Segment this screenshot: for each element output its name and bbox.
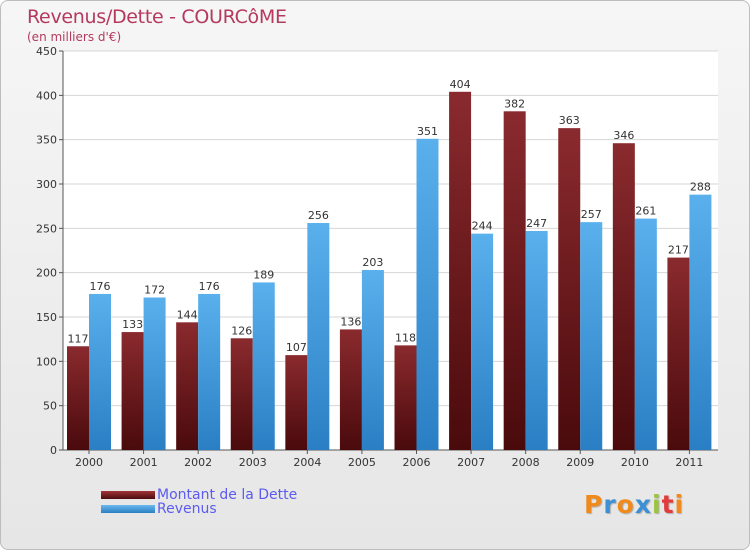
bar-debt	[121, 332, 144, 450]
bar-revenue	[525, 230, 548, 450]
bar-debt	[230, 338, 253, 450]
logo-letter: x	[634, 490, 652, 519]
legend-swatch-revenue	[101, 505, 155, 513]
bar-revenue	[307, 223, 330, 450]
data-label-revenue: 244	[472, 220, 493, 233]
x-tick-label: 2003	[239, 456, 267, 469]
data-label-debt: 382	[504, 97, 525, 110]
bar-debt	[176, 322, 199, 450]
chart-subtitle: (en milliers d'€)	[27, 30, 122, 44]
y-tick-label: 250	[36, 222, 57, 235]
bar-debt	[612, 143, 635, 451]
x-tick-label: 2005	[348, 456, 376, 469]
data-label-revenue: 176	[90, 280, 111, 293]
bar-debt	[394, 345, 417, 450]
legend-item-debt: Montant de la Dette	[101, 487, 298, 503]
data-label-debt: 136	[340, 315, 361, 328]
legend-label-debt: Montant de la Dette	[157, 487, 298, 503]
bar-revenue	[143, 297, 166, 450]
y-tick-label: 300	[36, 178, 57, 191]
x-tick-label: 2001	[130, 456, 158, 469]
logo-letter: t	[661, 490, 675, 519]
logo-letter: o	[616, 490, 635, 519]
bar-debt	[67, 346, 89, 450]
x-tick-label: 2010	[621, 456, 649, 469]
bar-debt	[558, 128, 581, 450]
logo-letter: r	[603, 490, 617, 519]
data-label-revenue: 247	[526, 217, 547, 230]
data-label-revenue: 203	[362, 256, 383, 269]
x-tick-label: 2007	[457, 456, 485, 469]
data-label-debt: 144	[177, 308, 198, 321]
bar-revenue	[689, 194, 712, 450]
bar-debt	[503, 111, 526, 450]
data-label-debt: 117	[68, 332, 89, 345]
data-label-revenue: 189	[253, 268, 274, 281]
y-tick-label: 100	[36, 355, 57, 368]
data-label-revenue: 261	[635, 205, 656, 218]
bar-revenue	[198, 293, 221, 450]
y-tick-label: 0	[50, 444, 57, 457]
bar-revenue	[89, 293, 111, 450]
bar-revenue	[471, 233, 494, 450]
y-tick-label: 50	[43, 400, 57, 413]
legend-label-revenue: Revenus	[157, 501, 217, 517]
x-tick-label: 2011	[675, 456, 703, 469]
y-tick-label: 200	[36, 267, 57, 280]
y-tick-label: 400	[36, 89, 57, 102]
bar-debt	[449, 91, 472, 450]
bar-revenue	[361, 270, 384, 450]
legend-swatch-debt	[101, 491, 155, 499]
y-tick-label: 450	[36, 45, 57, 58]
logo-letter: P	[584, 490, 604, 519]
bar-debt	[339, 329, 362, 450]
legend-item-revenue: Revenus	[101, 501, 217, 517]
x-tick-label: 2004	[293, 456, 321, 469]
data-label-revenue: 257	[581, 208, 602, 221]
bar-revenue	[634, 218, 657, 450]
data-label-debt: 118	[395, 331, 416, 344]
bar-debt	[285, 355, 308, 450]
y-tick-label: 150	[36, 311, 57, 324]
data-label-revenue: 172	[144, 283, 165, 296]
data-label-debt: 133	[122, 318, 143, 331]
data-label-revenue: 288	[690, 181, 711, 194]
data-label-debt: 217	[668, 244, 689, 257]
data-label-revenue: 256	[308, 209, 329, 222]
x-tick-label: 2006	[403, 456, 431, 469]
data-label-debt: 404	[450, 78, 471, 91]
y-tick-label: 350	[36, 134, 57, 147]
bar-revenue	[252, 282, 275, 450]
bar-revenue	[580, 222, 603, 450]
data-label-debt: 346	[613, 129, 634, 142]
logo-letter: i	[674, 490, 685, 519]
x-tick-label: 2008	[512, 456, 540, 469]
x-tick-label: 2009	[566, 456, 594, 469]
data-label-revenue: 176	[199, 280, 220, 293]
x-tick-label: 2000	[75, 456, 103, 469]
data-label-revenue: 351	[417, 125, 438, 138]
chart-title: Revenus/Dette - COURCôME	[27, 6, 287, 28]
bar-revenue	[416, 138, 439, 450]
x-tick-label: 2002	[184, 456, 212, 469]
logo-letter: i	[652, 490, 662, 519]
proxiti-logo: Proxiti	[584, 490, 684, 519]
bar-debt	[667, 257, 690, 450]
data-label-debt: 126	[231, 324, 252, 337]
plot-area	[63, 51, 718, 450]
data-label-debt: 107	[286, 341, 307, 354]
data-label-debt: 363	[559, 114, 580, 127]
